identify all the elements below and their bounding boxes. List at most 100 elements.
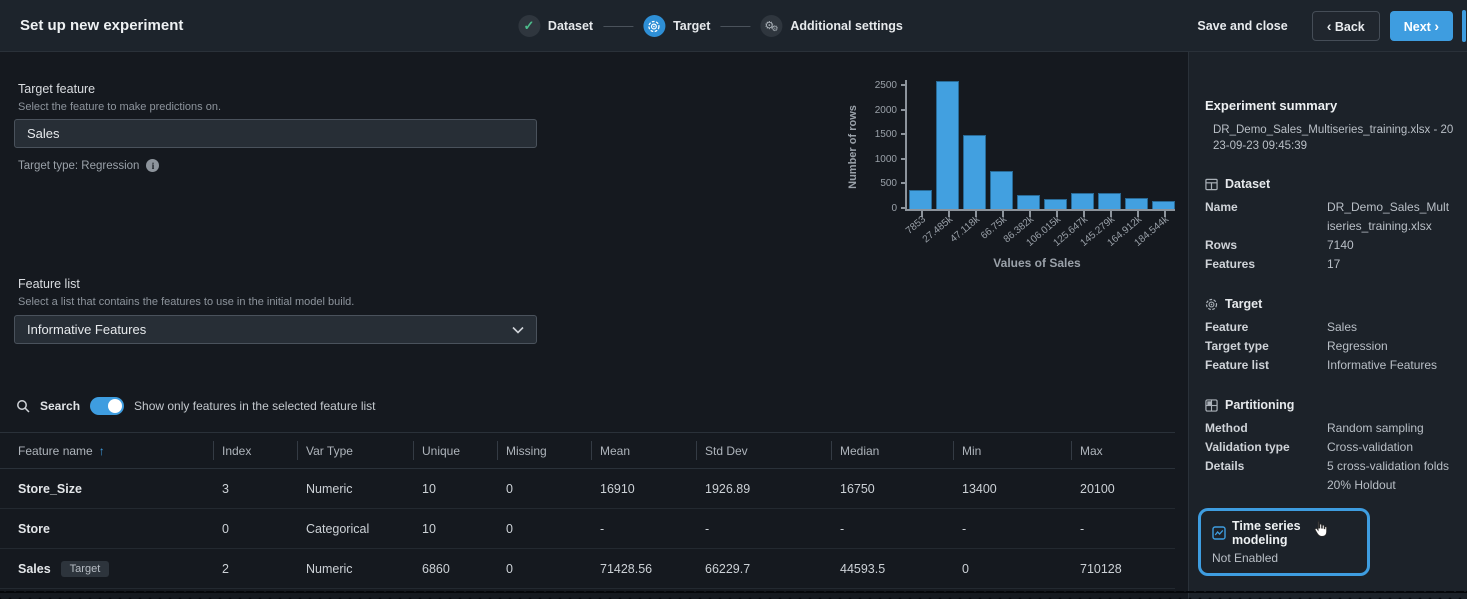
y-tick-label: 500 — [859, 178, 897, 189]
column-label: Var Type — [306, 444, 353, 458]
column-header-min[interactable]: Min — [962, 433, 1080, 468]
target-icon — [643, 15, 665, 37]
filter-toggle-label: Show only features in the selected featu… — [134, 399, 375, 413]
scrollbar-thumb[interactable] — [1462, 10, 1466, 42]
header-actions: Save and close ‹ Back Next › — [1183, 11, 1453, 41]
histogram-bar — [1044, 199, 1067, 209]
summary-title: Experiment summary — [1205, 98, 1451, 113]
table-header: Feature name↑IndexVar TypeUniqueMissingM… — [0, 432, 1175, 469]
summary-section-header: Partitioning — [1205, 398, 1451, 412]
main-content: Target feature Select the feature to mak… — [0, 52, 1188, 599]
y-tick — [901, 109, 907, 111]
feature-name-cell: Store_Size — [18, 482, 222, 496]
column-label: Max — [1080, 444, 1103, 458]
target-icon — [1205, 298, 1218, 311]
table-row[interactable]: SalesTarget2Numeric6860071428.5666229.74… — [0, 549, 1175, 589]
table-cell: 16750 — [840, 482, 962, 496]
save-and-close-button[interactable]: Save and close — [1183, 11, 1301, 41]
column-header-missing[interactable]: Missing — [506, 433, 600, 468]
target-feature-label: Target feature — [18, 82, 95, 96]
chevron-left-icon: ‹ — [1327, 18, 1332, 34]
histogram-bar — [990, 171, 1013, 209]
step-label: Dataset — [548, 19, 593, 33]
y-tick-label: 2500 — [859, 80, 897, 91]
table-cell: - — [1080, 522, 1175, 536]
summary-row-value: 17 — [1327, 255, 1451, 274]
column-header-index[interactable]: Index — [222, 433, 306, 468]
histogram-bar — [1125, 198, 1148, 209]
summary-row-value: Random sampling — [1327, 419, 1451, 438]
step-dataset[interactable]: ✓ Dataset — [518, 15, 593, 37]
target-type-text: Target type: Regression i — [18, 159, 159, 172]
table-cell: 710128 — [1080, 562, 1175, 576]
feature-list-hint: Select a list that contains the features… — [18, 296, 354, 308]
feature-name: Sales — [18, 562, 51, 576]
histogram-bar — [1017, 195, 1040, 209]
dataset-icon — [1205, 178, 1218, 191]
table-cell: 0 — [506, 482, 600, 496]
back-button[interactable]: ‹ Back — [1312, 11, 1380, 41]
table-row[interactable]: Store0Categorical100----- — [0, 509, 1175, 549]
table-row[interactable]: Store_Size3Numeric100169101926.891675013… — [0, 469, 1175, 509]
summary-row: Details5 cross-validation folds 20% Hold… — [1205, 457, 1451, 495]
time-series-modeling-card[interactable]: Time series modeling Not Enabled — [1198, 508, 1370, 576]
step-connector — [603, 26, 633, 27]
search-icon[interactable] — [16, 399, 30, 413]
column-label: Unique — [422, 444, 460, 458]
summary-section-title: Partitioning — [1225, 398, 1294, 412]
column-header-mean[interactable]: Mean — [600, 433, 705, 468]
column-header-median[interactable]: Median — [840, 433, 962, 468]
target-feature-input[interactable] — [14, 119, 537, 148]
info-icon[interactable]: i — [146, 159, 159, 172]
y-axis-label: Number of rows — [847, 105, 859, 189]
summary-row: FeatureSales — [1205, 318, 1451, 337]
y-tick — [901, 182, 907, 184]
summary-row: Target typeRegression — [1205, 337, 1451, 356]
step-target[interactable]: Target — [643, 15, 710, 37]
search-label[interactable]: Search — [40, 399, 80, 413]
table-cell: - — [962, 522, 1080, 536]
table-cell: 10 — [422, 522, 506, 536]
chevron-right-icon: › — [1434, 18, 1439, 34]
summary-row: Features17 — [1205, 255, 1451, 274]
table-cell: 0 — [962, 562, 1080, 576]
column-label: Feature name — [18, 444, 93, 458]
gears-icon: ⚙⚙ — [760, 15, 782, 37]
column-header-std-dev[interactable]: Std Dev — [705, 433, 840, 468]
sales-histogram: 05001000150020002500785327.485k47.118k66… — [905, 80, 1175, 211]
column-label: Median — [840, 444, 879, 458]
summary-row-label: Details — [1205, 457, 1327, 495]
y-tick-label: 0 — [859, 203, 897, 214]
summary-sections: DatasetNameDR_Demo_Sales_Multiseries_tra… — [1205, 177, 1451, 495]
next-button[interactable]: Next › — [1390, 11, 1453, 41]
histogram-bar — [936, 81, 959, 209]
step-additional-settings[interactable]: ⚙⚙ Additional settings — [760, 15, 903, 37]
summary-row-value: Regression — [1327, 337, 1451, 356]
column-header-unique[interactable]: Unique — [422, 433, 506, 468]
table-cell: 1926.89 — [705, 482, 840, 496]
feature-list-select[interactable]: Informative Features — [14, 315, 537, 344]
feature-list-filter-toggle[interactable] — [90, 397, 124, 415]
histogram-bar — [1152, 201, 1175, 209]
y-tick-label: 2000 — [859, 105, 897, 116]
table-cell: Numeric — [306, 482, 422, 496]
sort-ascending-icon: ↑ — [99, 444, 105, 458]
column-header-max[interactable]: Max — [1080, 433, 1175, 468]
table-cell: 6860 — [422, 562, 506, 576]
app-root: Set up new experiment ✓ Dataset Target ⚙… — [0, 0, 1467, 599]
summary-row: NameDR_Demo_Sales_Multiseries_training.x… — [1205, 198, 1451, 236]
summary-section-partitioning: PartitioningMethodRandom samplingValidat… — [1205, 398, 1451, 495]
table-cell: 10 — [422, 482, 506, 496]
y-tick — [901, 158, 907, 160]
summary-row-label: Target type — [1205, 337, 1327, 356]
table-cell: 2 — [222, 562, 306, 576]
column-header-feature-name[interactable]: Feature name ↑ — [18, 433, 222, 468]
time-series-icon — [1212, 526, 1226, 540]
filter-bar: Search Show only features in the selecte… — [16, 397, 376, 415]
table-cell: Categorical — [306, 522, 422, 536]
column-header-var-type[interactable]: Var Type — [306, 433, 422, 468]
time-series-title-row: Time series modeling — [1212, 519, 1356, 547]
feature-name-cell: Store — [18, 522, 222, 536]
wizard-stepper: ✓ Dataset Target ⚙⚙ Additional settings — [518, 0, 903, 52]
histogram-bar — [963, 135, 986, 209]
